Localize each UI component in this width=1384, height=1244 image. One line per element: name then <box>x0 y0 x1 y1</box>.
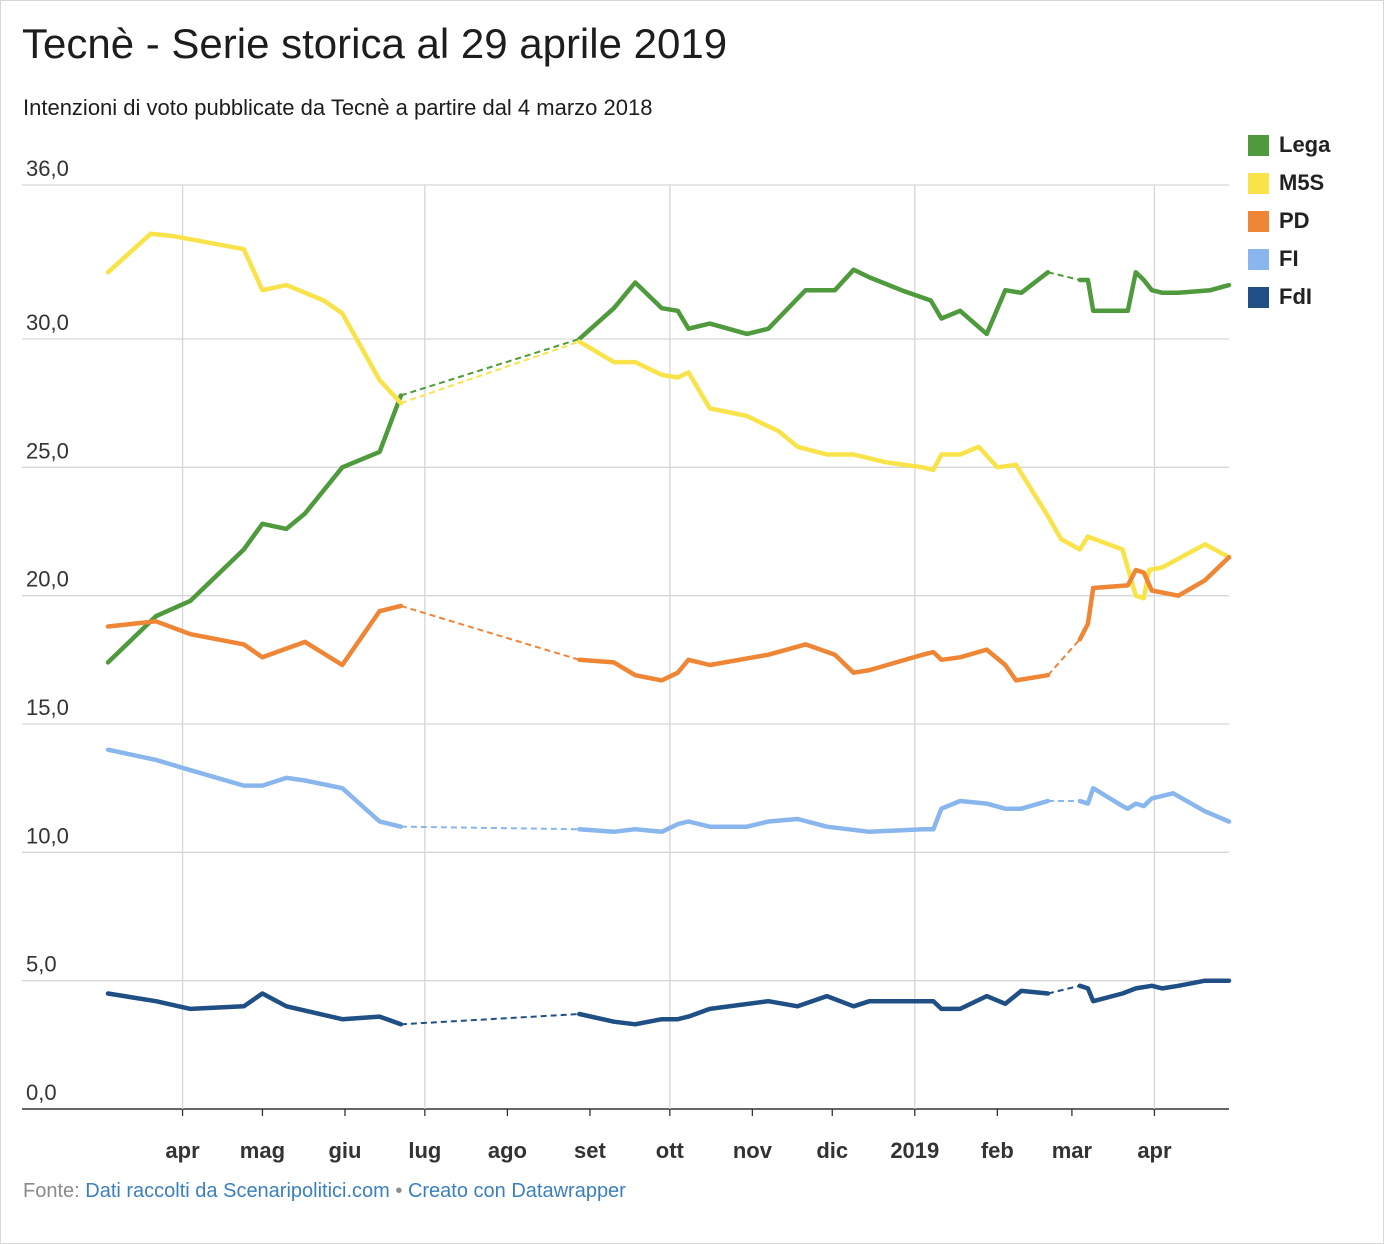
legend: Lega M5S PD FI FdI <box>1248 126 1330 316</box>
legend-item-pd: PD <box>1248 202 1330 240</box>
y-tick-label: 5,0 <box>26 952 57 977</box>
x-tick-label: dic <box>816 1138 848 1163</box>
legend-label: FdI <box>1279 284 1312 309</box>
x-tick-label: apr <box>1137 1138 1172 1163</box>
legend-item-m5s: M5S <box>1248 164 1330 202</box>
y-tick-label: 36,0 <box>26 156 69 181</box>
legend-swatch <box>1248 210 1269 232</box>
series-fdi-gap-line <box>400 1013 580 1026</box>
y-tick-label: 20,0 <box>26 567 69 592</box>
series-fdi-gap-line <box>1047 984 1081 995</box>
legend-swatch <box>1248 286 1269 308</box>
datawrapper-link[interactable]: Creato con Datawrapper <box>407 1180 626 1202</box>
y-tick-label: 10,0 <box>26 823 69 848</box>
series-pd-line <box>105 603 404 668</box>
footer-separator: • <box>389 1180 408 1202</box>
series-lega-line <box>577 267 1051 342</box>
x-tick-label: set <box>574 1138 606 1163</box>
legend-item-fi: FI <box>1248 240 1330 278</box>
x-tick-label: apr <box>165 1138 200 1163</box>
x-tick-label: mag <box>240 1138 285 1163</box>
series-fdi-line <box>105 991 404 1027</box>
series-fi-line <box>105 747 404 829</box>
x-tick-label: 2019 <box>890 1138 939 1163</box>
series-fi-line <box>1077 785 1232 824</box>
x-tick-label: feb <box>981 1138 1014 1163</box>
legend-label: PD <box>1279 208 1310 233</box>
series-lega-line <box>105 393 404 665</box>
series-lega-line <box>1077 270 1232 314</box>
series-lega-gap-line <box>1047 271 1081 281</box>
series-fdi-line <box>1077 978 1232 1004</box>
series-pd-gap-line <box>1047 638 1081 676</box>
x-tick-label: nov <box>733 1138 773 1163</box>
x-tick-label: mar <box>1052 1138 1093 1163</box>
series-fdi-line <box>577 988 1051 1027</box>
legend-item-lega: Lega <box>1248 126 1330 164</box>
x-tick-label: ago <box>488 1138 527 1163</box>
y-tick-label: 30,0 <box>26 310 69 335</box>
series-fi-line <box>577 798 1051 835</box>
legend-label: M5S <box>1279 170 1325 195</box>
series-pd-line <box>577 642 1051 683</box>
y-tick-label: 15,0 <box>26 695 69 720</box>
x-tick-label: ott <box>656 1138 685 1163</box>
footer-prefix: Fonte: <box>23 1180 86 1202</box>
y-tick-label: 0,0 <box>26 1080 57 1105</box>
series-m5s-line <box>577 339 1232 601</box>
series-fi-gap-line <box>400 825 580 831</box>
legend-label: FI <box>1279 246 1299 271</box>
x-tick-label: lug <box>408 1138 441 1163</box>
chart-subtitle: Intenzioni di voto pubblicate da Tecnè a… <box>23 95 653 120</box>
source-link[interactable]: Dati raccolti da Scenaripolitici.com <box>85 1180 390 1202</box>
series-lega-gap-line <box>400 338 580 397</box>
series-pd-line <box>1077 554 1232 642</box>
legend-item-fdi: FdI <box>1248 278 1330 316</box>
y-tick-label: 25,0 <box>26 438 69 463</box>
legend-swatch <box>1248 172 1269 194</box>
footer: Fonte: Dati raccolti da Scenaripolitici.… <box>23 1180 626 1203</box>
legend-label: Lega <box>1279 132 1331 157</box>
chart-title: Tecnè - Serie storica al 29 aprile 2019 <box>22 20 728 67</box>
series-m5s-line <box>105 231 404 406</box>
legend-swatch <box>1248 248 1269 270</box>
legend-swatch <box>1248 134 1269 156</box>
series-pd-gap-line <box>400 604 580 661</box>
x-tick-label: giu <box>328 1138 361 1163</box>
series-m5s-gap-line <box>400 340 580 405</box>
